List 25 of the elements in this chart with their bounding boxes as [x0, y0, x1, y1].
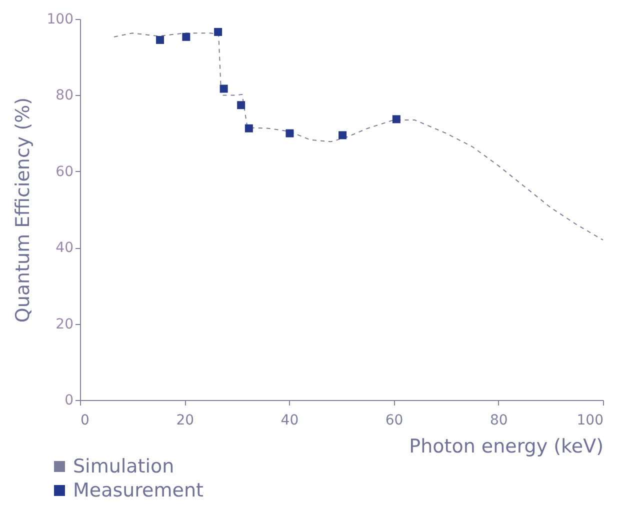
point	[286, 129, 294, 138]
point	[338, 131, 347, 140]
y-tick-label: 40	[56, 240, 74, 256]
point	[392, 115, 400, 124]
y-tick-label: 20	[56, 316, 74, 332]
point	[244, 124, 253, 132]
x-tick-label: 0	[80, 412, 90, 428]
legend-label: Simulation	[73, 456, 174, 478]
point	[214, 28, 222, 36]
x-tick-label: 80	[490, 412, 508, 428]
point	[156, 36, 164, 44]
x-tick-label: 60	[385, 412, 404, 428]
point	[237, 101, 246, 110]
y-tick-label: 80	[56, 88, 74, 104]
x-axis-title: Photon energy (keV)	[409, 436, 604, 458]
x-tick-label: 100	[576, 412, 604, 428]
point	[182, 32, 190, 41]
y-axis-title: Quantum Efficiency (%)	[12, 97, 34, 323]
y-tick-label: 100	[46, 12, 74, 28]
legend-label: Measurement	[73, 480, 204, 502]
y-tick-label: 60	[56, 164, 74, 180]
x-tick-label: 40	[280, 412, 299, 428]
x-tick-label: 20	[176, 412, 194, 428]
y-tick-label: 0	[64, 392, 74, 408]
point	[220, 84, 228, 93]
